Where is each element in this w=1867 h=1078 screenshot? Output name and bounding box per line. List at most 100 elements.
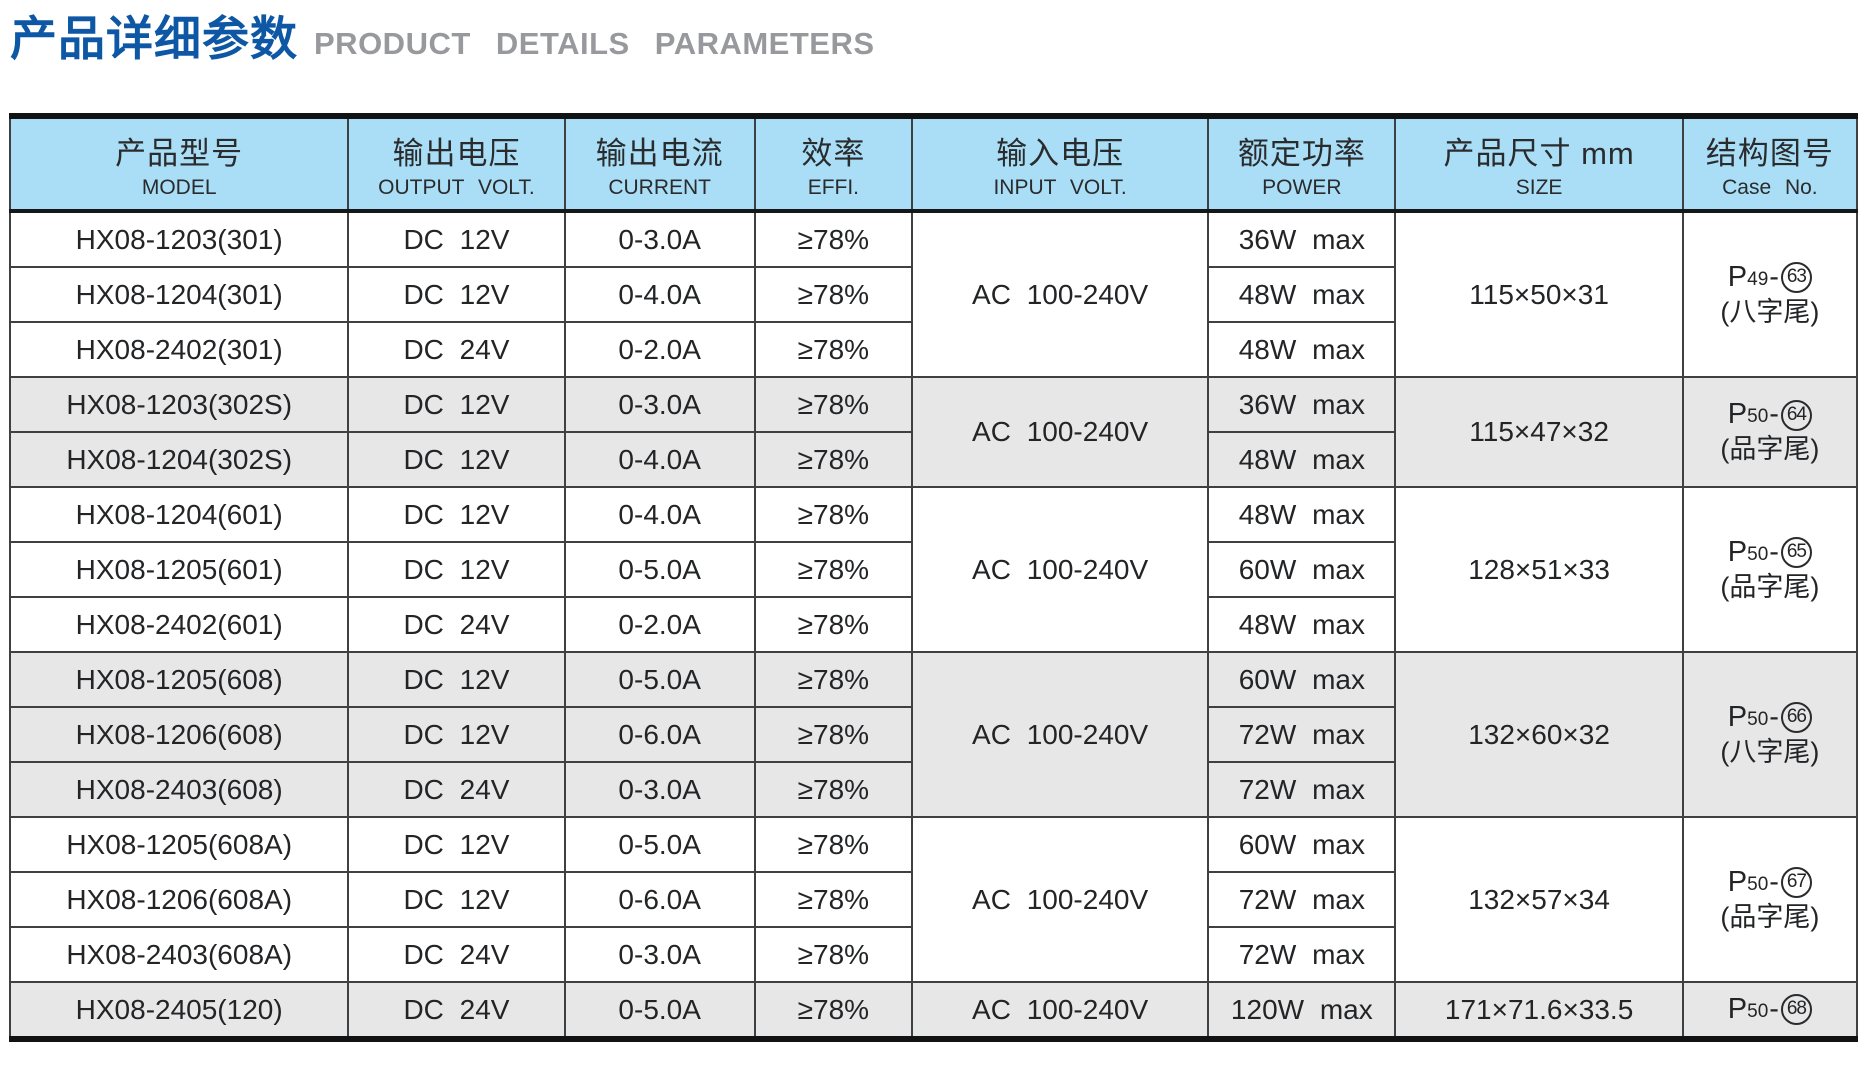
current-cell: 0-4.0A (563, 486, 756, 543)
current-cell: 0-4.0A (563, 266, 756, 323)
output-volt-cell: DC 12V (347, 706, 566, 763)
model-cell: HX08-2403(608A) (8, 926, 350, 983)
power-cell: 60W max (1207, 651, 1397, 708)
current-cell: 0-5.0A (563, 816, 756, 873)
current-cell: 0-3.0A (563, 210, 756, 268)
input-volt-cell: AC 100-240V (910, 981, 1210, 1040)
input-volt-cell: AC 100-240V (910, 486, 1210, 653)
output-volt-cell: DC 12V (347, 871, 566, 928)
effi-cell: ≥78% (753, 486, 913, 543)
output-volt-cell: DC 12V (347, 486, 566, 543)
circled-number: 64 (1780, 399, 1812, 431)
model-cell: HX08-1204(302S) (8, 431, 350, 488)
size-cell: 132×60×32 (1394, 651, 1684, 818)
output-volt-cell: DC 24V (347, 981, 566, 1040)
effi-cell: ≥78% (753, 926, 913, 983)
header-cell-size: 产品尺寸 mm SIZE (1394, 115, 1684, 213)
model-cell: HX08-2403(608) (8, 761, 350, 818)
size-cell: 171×71.6×33.5 (1394, 981, 1684, 1040)
circled-number: 66 (1780, 702, 1812, 734)
size-cell: 132×57×34 (1394, 816, 1684, 983)
effi-cell: ≥78% (753, 210, 913, 268)
current-cell: 0-5.0A (563, 981, 756, 1040)
power-cell: 36W max (1207, 210, 1397, 268)
output-volt-cell: DC 24V (347, 926, 566, 983)
current-cell: 0-5.0A (563, 651, 756, 708)
table-row: HX08-1205(608A) DC 12V 0-5.0A ≥78% AC 10… (8, 816, 1859, 983)
size-cell: 128×51×33 (1394, 486, 1684, 653)
current-cell: 0-3.0A (563, 926, 756, 983)
power-cell: 60W max (1207, 816, 1397, 873)
model-cell: HX08-2405(120) (8, 981, 350, 1040)
model-cell: HX08-1203(301) (8, 210, 350, 268)
power-cell: 72W max (1207, 926, 1397, 983)
table-row: HX08-1203(302S) DC 12V 0-3.0A ≥78% AC 10… (8, 376, 1859, 488)
effi-cell: ≥78% (753, 541, 913, 598)
case-tail-label: (品字尾) (1720, 571, 1820, 602)
model-cell: HX08-1205(608) (8, 651, 350, 708)
input-volt-cell: AC 100-240V (910, 651, 1210, 818)
header-row: 产品型号 MODEL 输出电压 OUTPUT VOLT. 输出电流 CURRENT 效… (8, 115, 1859, 213)
input-volt-cell: AC 100-240V (910, 376, 1210, 488)
case-no-cell: P 50-65 (品字尾) (1681, 486, 1859, 653)
page-title-en: PRODUCT DETAILS PARAMETERS (314, 26, 875, 61)
effi-cell: ≥78% (753, 266, 913, 323)
power-cell: 120W max (1207, 981, 1397, 1040)
header-cell-input-volt: 输入电压 INPUT VOLT. (910, 115, 1210, 213)
case-no-code: P 50-67 (1685, 866, 1855, 899)
case-no-code: P 50-65 (1685, 536, 1855, 569)
case-tail-label: (品字尾) (1720, 434, 1820, 465)
effi-cell: ≥78% (753, 321, 913, 378)
circled-number: 68 (1780, 993, 1812, 1025)
case-no-code: P 49-63 (1685, 261, 1855, 294)
effi-cell: ≥78% (753, 816, 913, 873)
current-cell: 0-3.0A (563, 376, 756, 433)
model-cell: HX08-1203(302S) (8, 376, 350, 433)
model-cell: HX08-1205(601) (8, 541, 350, 598)
case-no-cell: P 50-68 (1681, 981, 1859, 1040)
power-cell: 60W max (1207, 541, 1397, 598)
model-cell: HX08-1206(608A) (8, 871, 350, 928)
effi-cell: ≥78% (753, 376, 913, 433)
effi-cell: ≥78% (753, 706, 913, 763)
current-cell: 0-4.0A (563, 431, 756, 488)
case-no-code: P 50-68 (1685, 993, 1855, 1026)
effi-cell: ≥78% (753, 981, 913, 1040)
power-cell: 72W max (1207, 871, 1397, 928)
table-row: HX08-1203(301) DC 12V 0-3.0A ≥78% AC 100… (8, 210, 1859, 378)
header-cell-current: 输出电流 CURRENT (563, 115, 756, 213)
power-cell: 48W max (1207, 431, 1397, 488)
effi-cell: ≥78% (753, 871, 913, 928)
power-cell: 72W max (1207, 706, 1397, 763)
power-cell: 36W max (1207, 376, 1397, 433)
output-volt-cell: DC 12V (347, 266, 566, 323)
power-cell: 48W max (1207, 321, 1397, 378)
case-no-cell: P 50-67 (品字尾) (1681, 816, 1859, 983)
power-cell: 48W max (1207, 486, 1397, 543)
current-cell: 0-5.0A (563, 541, 756, 598)
model-cell: HX08-2402(601) (8, 596, 350, 653)
output-volt-cell: DC 12V (347, 651, 566, 708)
case-no-cell: P 49-63 (八字尾) (1681, 210, 1859, 378)
output-volt-cell: DC 24V (347, 321, 566, 378)
current-cell: 0-3.0A (563, 761, 756, 818)
current-cell: 0-6.0A (563, 871, 756, 928)
product-parameters-table: 产品型号 MODEL 输出电压 OUTPUT VOLT. 输出电流 CURRENT 效… (8, 113, 1859, 1042)
power-cell: 48W max (1207, 596, 1397, 653)
effi-cell: ≥78% (753, 596, 913, 653)
case-no-cell: P 50-64 (品字尾) (1681, 376, 1859, 488)
output-volt-cell: DC 24V (347, 761, 566, 818)
header-cell-case-no: 结构图号 Case No. (1681, 115, 1859, 213)
output-volt-cell: DC 12V (347, 541, 566, 598)
case-no-code: P 50-64 (1685, 398, 1855, 431)
output-volt-cell: DC 12V (347, 376, 566, 433)
case-no-code: P 50-66 (1685, 701, 1855, 734)
output-volt-cell: DC 12V (347, 816, 566, 873)
model-cell: HX08-2402(301) (8, 321, 350, 378)
output-volt-cell: DC 12V (347, 431, 566, 488)
case-tail-label: (品字尾) (1720, 901, 1820, 932)
input-volt-cell: AC 100-240V (910, 210, 1210, 378)
header-cell-effi: 效率 EFFI. (753, 115, 913, 213)
size-cell: 115×50×31 (1394, 210, 1684, 378)
header-cell-output-volt: 输出电压 OUTPUT VOLT. (347, 115, 566, 213)
